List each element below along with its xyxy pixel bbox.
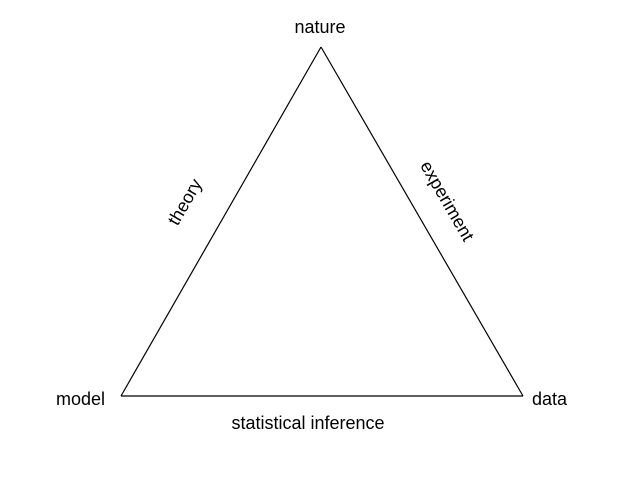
edge-label-statistical-inference: statistical inference (231, 413, 384, 433)
edge-line-experiment (320, 46, 524, 397)
edge-label-theory: theory (164, 175, 206, 228)
node-label-model: model (56, 389, 105, 409)
edge-line-theory (120, 46, 322, 397)
edge-label-experiment: experiment (416, 157, 478, 244)
node-label-nature: nature (294, 17, 345, 37)
node-label-data: data (532, 389, 568, 409)
